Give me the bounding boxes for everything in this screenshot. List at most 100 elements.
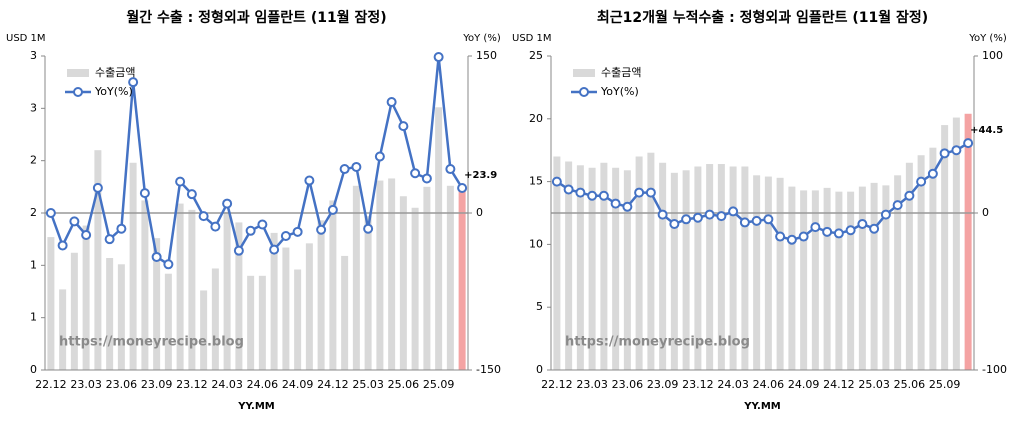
y-tick-label: 10 xyxy=(529,237,543,250)
bar xyxy=(929,147,937,370)
x-tick-label: 23.06 xyxy=(106,378,138,391)
bar xyxy=(600,162,608,370)
bar xyxy=(258,275,266,370)
line-marker xyxy=(563,184,574,195)
line-marker xyxy=(739,217,750,228)
bar xyxy=(952,117,960,370)
bar xyxy=(741,166,749,370)
x-axis-label: YY.MM xyxy=(237,401,275,412)
line-marker xyxy=(610,198,621,209)
line-marker xyxy=(598,190,609,201)
bar xyxy=(352,185,360,370)
bar xyxy=(141,200,149,370)
x-tick-label: 24.03 xyxy=(717,378,749,391)
line-marker xyxy=(551,176,562,187)
line-marker xyxy=(963,138,974,149)
line-marker xyxy=(681,214,692,225)
legend-label: 수출금액 xyxy=(95,66,135,79)
bar xyxy=(317,220,325,370)
line-marker xyxy=(728,206,739,217)
line-marker xyxy=(198,211,209,222)
x-tick-label: 22.12 xyxy=(35,378,67,391)
bar xyxy=(129,162,137,370)
bar xyxy=(964,113,972,370)
line-marker xyxy=(363,223,374,234)
legend-swatch xyxy=(67,69,89,77)
y2-tick-label: -100 xyxy=(982,363,1007,376)
bar xyxy=(153,238,161,370)
x-tick-label: 24.06 xyxy=(247,378,279,391)
bar xyxy=(847,191,855,370)
bar xyxy=(329,200,337,370)
line-marker xyxy=(92,182,103,193)
x-axis-label: YY.MM xyxy=(743,401,781,412)
bar xyxy=(235,222,243,370)
x-tick-label: 25.09 xyxy=(929,378,961,391)
x-tick-label: 25.06 xyxy=(894,378,926,391)
line-marker xyxy=(951,145,962,156)
y-tick-label: 25 xyxy=(529,49,543,62)
bar xyxy=(811,190,819,370)
bar xyxy=(670,172,678,370)
line-marker xyxy=(445,164,456,175)
line-marker xyxy=(327,204,338,215)
bar xyxy=(59,289,67,370)
x-tick-label: 24.06 xyxy=(753,378,785,391)
bar xyxy=(270,232,278,370)
bar xyxy=(588,167,596,370)
bar xyxy=(941,125,949,370)
line-marker xyxy=(775,231,786,242)
y-tick-label: 2 xyxy=(30,206,37,219)
line-marker xyxy=(669,218,680,229)
y2-tick-label: 100 xyxy=(982,49,1003,62)
bar xyxy=(694,166,702,370)
bar xyxy=(388,178,396,370)
bar xyxy=(870,182,878,370)
line-marker xyxy=(716,211,727,222)
x-tick-label: 23.09 xyxy=(647,378,679,391)
bar xyxy=(753,175,761,370)
line-marker xyxy=(575,187,586,198)
line-marker xyxy=(751,215,762,226)
legend-label: 수출금액 xyxy=(601,66,641,79)
line-marker xyxy=(421,173,432,184)
bar xyxy=(565,161,573,370)
line-marker xyxy=(845,225,856,236)
line-marker xyxy=(869,223,880,234)
line-marker xyxy=(622,201,633,212)
bar xyxy=(788,186,796,370)
bar xyxy=(612,167,620,370)
line-marker xyxy=(892,200,903,211)
x-tick-label: 23.09 xyxy=(141,378,173,391)
bar xyxy=(682,170,690,370)
bar xyxy=(341,255,349,370)
bar xyxy=(764,176,772,370)
x-tick-label: 23.03 xyxy=(70,378,102,391)
y-axis-label: USD 1M xyxy=(512,33,552,44)
bar xyxy=(717,164,725,370)
y-tick-label: 0 xyxy=(30,363,37,376)
line-marker xyxy=(292,226,303,237)
line-marker xyxy=(81,229,92,240)
bar xyxy=(82,225,90,370)
x-tick-label: 23.12 xyxy=(176,378,208,391)
bar xyxy=(446,185,454,370)
chart: 월간 수출 : 정형외과 임플란트 (11월 잠정) USD 1M YoY (%) Y… xyxy=(6,9,501,412)
bar xyxy=(706,164,714,370)
line-marker xyxy=(280,231,291,242)
line-marker xyxy=(269,244,280,255)
x-tick-label: 24.09 xyxy=(788,378,820,391)
bar xyxy=(164,273,172,370)
line-marker xyxy=(927,168,938,179)
y-tick-label: 15 xyxy=(529,175,543,188)
line-marker xyxy=(939,148,950,159)
line-marker xyxy=(904,190,915,201)
line-marker xyxy=(645,187,656,198)
bar xyxy=(835,191,843,370)
y-tick-label: 1 xyxy=(30,311,37,324)
y2-tick-label: 150 xyxy=(476,49,497,62)
line-marker xyxy=(798,231,809,242)
bar xyxy=(211,268,219,370)
line-marker xyxy=(433,52,444,63)
y-tick-label: 5 xyxy=(536,300,543,313)
